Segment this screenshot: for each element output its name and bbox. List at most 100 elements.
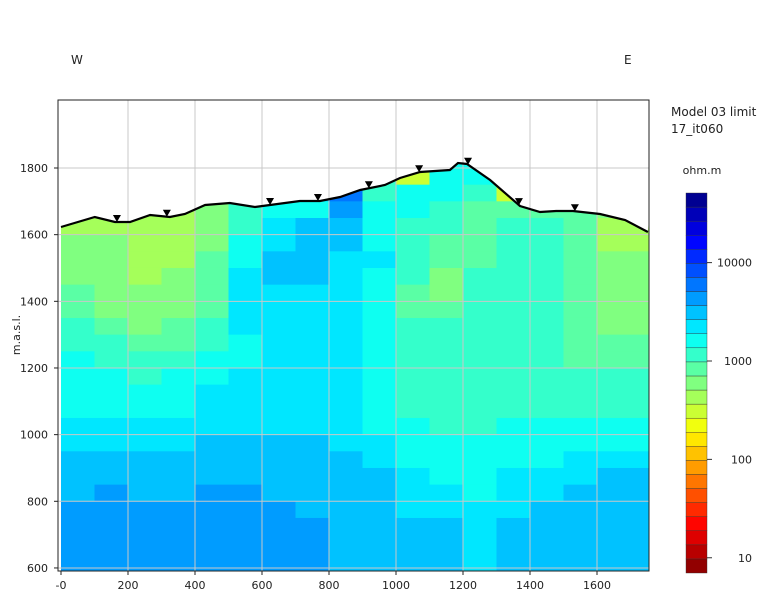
resistivity-cell bbox=[94, 284, 129, 302]
resistivity-cell bbox=[94, 417, 129, 436]
colorbar-band bbox=[685, 432, 708, 447]
resistivity-cell bbox=[295, 551, 330, 571]
resistivity-cell bbox=[128, 317, 163, 336]
resistivity-cell bbox=[530, 251, 565, 269]
resistivity-cell bbox=[463, 334, 498, 352]
resistivity-cell bbox=[94, 467, 129, 486]
resistivity-cell bbox=[429, 367, 464, 386]
resistivity-cell bbox=[94, 317, 129, 336]
colorbar-band bbox=[685, 389, 708, 405]
resistivity-cell bbox=[597, 417, 632, 436]
resistivity-cell bbox=[128, 351, 163, 369]
resistivity-cell bbox=[429, 534, 464, 552]
colorbar-band bbox=[685, 249, 708, 264]
resistivity-cell bbox=[195, 301, 230, 319]
resistivity-cell bbox=[396, 201, 431, 219]
y-tick-label: 1200 bbox=[20, 362, 48, 375]
resistivity-cell bbox=[61, 284, 96, 302]
colorbar-band bbox=[685, 277, 708, 292]
resistivity-cell bbox=[362, 451, 397, 469]
resistivity-cell bbox=[396, 234, 431, 252]
resistivity-cell bbox=[396, 334, 431, 352]
resistivity-cell bbox=[362, 467, 397, 486]
resistivity-cell bbox=[563, 301, 598, 319]
colorbar-band bbox=[685, 206, 708, 222]
resistivity-cell bbox=[597, 484, 632, 502]
resistivity-cell bbox=[597, 217, 632, 236]
resistivity-cell bbox=[161, 501, 196, 519]
colorbar-band bbox=[685, 417, 708, 433]
resistivity-cell bbox=[94, 451, 129, 469]
resistivity-cell bbox=[228, 501, 263, 519]
resistivity-cell bbox=[262, 401, 297, 419]
resistivity-cell bbox=[429, 551, 464, 571]
resistivity-cell bbox=[563, 534, 598, 552]
resistivity-cell bbox=[630, 417, 649, 436]
resistivity-cell bbox=[61, 401, 96, 419]
resistivity-cell bbox=[563, 217, 598, 236]
resistivity-cell bbox=[597, 367, 632, 386]
resistivity-cell bbox=[161, 217, 196, 236]
resistivity-cell bbox=[195, 417, 230, 436]
resistivity-cell bbox=[128, 334, 163, 352]
resistivity-cell bbox=[94, 401, 129, 419]
resistivity-cell bbox=[94, 551, 129, 571]
resistivity-cell bbox=[329, 234, 364, 252]
resistivity-cell bbox=[228, 517, 263, 536]
resistivity-cell bbox=[429, 484, 464, 502]
resistivity-cell bbox=[496, 334, 531, 352]
resistivity-cell bbox=[463, 434, 498, 452]
resistivity-cell bbox=[128, 301, 163, 319]
resistivity-cell bbox=[228, 267, 263, 286]
resistivity-cell bbox=[630, 301, 649, 319]
resistivity-cell bbox=[563, 367, 598, 386]
colorbar-band bbox=[685, 333, 708, 349]
resistivity-cell bbox=[429, 201, 464, 219]
resistivity-cell bbox=[396, 401, 431, 419]
resistivity-cell bbox=[463, 451, 498, 469]
resistivity-cell bbox=[530, 301, 565, 319]
resistivity-cell bbox=[61, 251, 96, 269]
resistivity-cell bbox=[463, 351, 498, 369]
resistivity-cell bbox=[429, 267, 464, 286]
resistivity-cell bbox=[128, 417, 163, 436]
x-tick-label: 600 bbox=[252, 579, 273, 592]
resistivity-cell bbox=[228, 334, 263, 352]
y-tick-label: 1400 bbox=[20, 295, 48, 308]
resistivity-cell bbox=[396, 301, 431, 319]
colorbar-ticks: 10 100 1000 10000 bbox=[707, 257, 752, 565]
resistivity-cell bbox=[530, 501, 565, 519]
resistivity-cell bbox=[362, 484, 397, 502]
colorbar-tick-label: 10000 bbox=[717, 257, 752, 270]
resistivity-cell bbox=[195, 217, 230, 236]
resistivity-cell bbox=[530, 317, 565, 336]
resistivity-cell bbox=[496, 484, 531, 502]
resistivity-cell bbox=[429, 234, 464, 252]
resistivity-cell bbox=[630, 251, 649, 269]
resistivity-cell bbox=[61, 467, 96, 486]
resistivity-cell bbox=[161, 251, 196, 269]
resistivity-cell bbox=[262, 534, 297, 552]
resistivity-cell bbox=[396, 501, 431, 519]
resistivity-cell bbox=[429, 284, 464, 302]
resistivity-cell bbox=[128, 434, 163, 452]
resistivity-cell bbox=[496, 517, 531, 536]
resistivity-cell bbox=[463, 234, 498, 252]
legend-unit: ohm.m bbox=[683, 164, 722, 177]
resistivity-cell bbox=[429, 301, 464, 319]
resistivity-cell bbox=[61, 434, 96, 452]
resistivity-cell bbox=[530, 284, 565, 302]
resistivity-cell bbox=[195, 501, 230, 519]
direction-east-label: E bbox=[624, 53, 632, 67]
resistivity-cell bbox=[94, 434, 129, 452]
resistivity-cell bbox=[463, 417, 498, 436]
resistivity-cell bbox=[396, 351, 431, 369]
resistivity-cell bbox=[161, 234, 196, 252]
resistivity-cell bbox=[329, 201, 364, 219]
resistivity-cell bbox=[429, 217, 464, 236]
resistivity-cell bbox=[496, 384, 531, 402]
resistivity-cell bbox=[563, 251, 598, 269]
colorbar-band bbox=[685, 263, 708, 278]
resistivity-cell bbox=[329, 417, 364, 436]
resistivity-cell bbox=[563, 334, 598, 352]
